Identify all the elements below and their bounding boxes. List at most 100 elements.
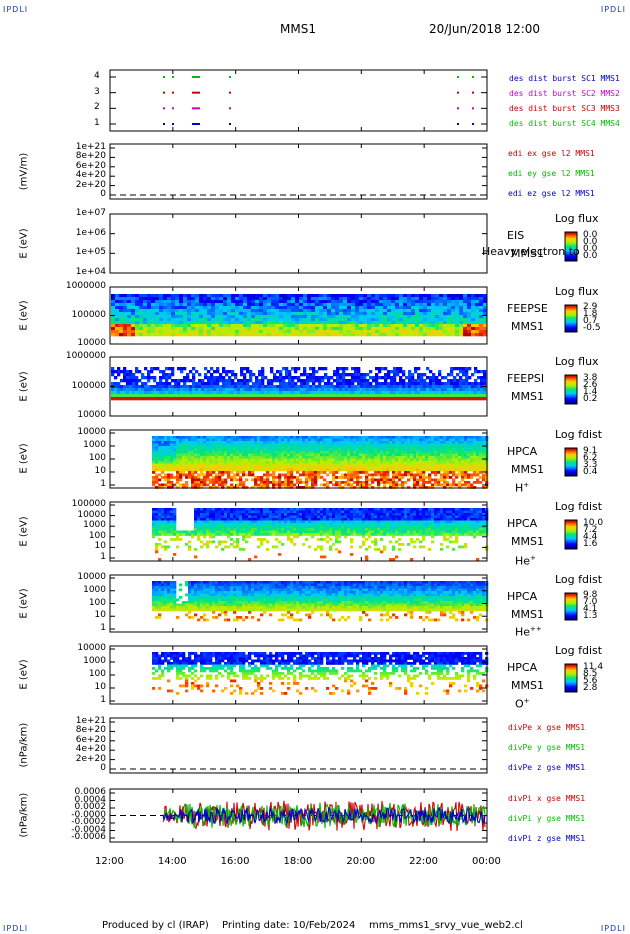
burst-interval xyxy=(172,107,174,110)
hpca-h-cell xyxy=(173,483,177,487)
feepsi-cell xyxy=(168,367,172,371)
hpca-h-cell xyxy=(257,486,261,489)
hpca-h-cell xyxy=(464,436,468,439)
hpca-h-cell xyxy=(290,453,294,457)
hpca-h-cell xyxy=(287,476,291,479)
feepse-cell xyxy=(295,324,300,328)
feepse-cell xyxy=(259,327,264,331)
hpca-h-cell xyxy=(449,463,453,467)
feepsi-cell xyxy=(369,394,373,398)
hpca-he-cell xyxy=(404,508,408,511)
hpca-h-cell xyxy=(347,451,351,454)
hpca-h-cell xyxy=(152,443,156,447)
hpca-h-cell xyxy=(323,461,327,464)
hpca-h-cell xyxy=(356,463,360,467)
hpca-he-cell xyxy=(404,510,408,514)
feepsi-cell xyxy=(423,385,427,389)
hpca-h-cell xyxy=(236,473,240,477)
hpca-h-cell xyxy=(326,446,330,449)
feepse-cell xyxy=(259,315,264,319)
feepsi-cell xyxy=(276,394,280,398)
hpca-h-cell xyxy=(245,446,249,449)
hpca-h-cell xyxy=(272,486,276,489)
feepse-cell xyxy=(383,300,388,304)
hpca-h-cell xyxy=(437,466,441,469)
hpca-h-cell xyxy=(239,463,243,467)
feepsi-cell xyxy=(339,379,343,383)
hpca-h-cell xyxy=(443,448,447,452)
feepsi-cell xyxy=(189,379,193,383)
hpca-h-cell xyxy=(428,448,432,452)
feepse-cell xyxy=(391,327,396,331)
hpca-h-cell xyxy=(296,461,300,464)
hpca-h-cell xyxy=(191,436,195,439)
hpca-h-cell xyxy=(407,438,411,442)
feepsi-cell xyxy=(153,394,157,398)
feepse-cell xyxy=(435,300,440,304)
hpca-h-cell xyxy=(302,473,306,477)
hpca-h-cell xyxy=(275,446,279,449)
hpca-h-cell xyxy=(284,486,288,489)
hpca-h-cell xyxy=(191,473,195,477)
feepsi-cell xyxy=(450,397,454,401)
feepse-cell xyxy=(471,333,476,337)
hpca-h-cell xyxy=(419,441,423,444)
feepsi-cell xyxy=(333,397,337,401)
hpca-h-cell xyxy=(440,451,444,454)
hpca-he-cell xyxy=(155,508,159,511)
hpca-h-cell xyxy=(410,438,414,442)
feepse-cell xyxy=(255,297,260,301)
hpca-h-cell xyxy=(392,443,396,447)
feepse-cell xyxy=(223,315,228,319)
feepsi-cell xyxy=(153,379,157,383)
feepse-cell xyxy=(359,297,364,301)
hpca-h-cell xyxy=(251,463,255,467)
hpca-h-cell xyxy=(419,453,423,457)
hpca-h-cell xyxy=(170,461,174,464)
hpca-h-cell xyxy=(335,448,339,452)
feepse-cell xyxy=(215,297,220,301)
hpca-h-cell xyxy=(209,463,213,467)
hpca-h-cell xyxy=(266,463,270,467)
feepsi-cell xyxy=(378,385,382,389)
feepsi-cell xyxy=(261,385,265,389)
feepsi-cell xyxy=(342,376,346,380)
hpca-h-cell xyxy=(467,463,471,467)
hpca-h-cell xyxy=(155,453,159,457)
feepsi-cell xyxy=(402,388,406,392)
hpca-h-cell xyxy=(272,468,276,472)
hpca-h-cell xyxy=(425,436,429,439)
feepse-cell xyxy=(143,333,148,337)
feepse-cell xyxy=(367,300,372,304)
hpca-h-cell xyxy=(422,478,426,482)
hpca-h-cell xyxy=(353,448,357,452)
feepsi-cell xyxy=(147,385,151,389)
hpca-he-cell xyxy=(221,510,225,514)
feepse-cell xyxy=(303,330,308,334)
eis-cbar-cell xyxy=(565,239,577,242)
hpca-h-cell xyxy=(428,461,432,464)
feepse-cell xyxy=(235,318,240,322)
feepse-cell xyxy=(315,315,320,319)
hpca-h-cell xyxy=(482,441,486,444)
feepse-cell xyxy=(427,327,432,331)
hpca-h-cell xyxy=(182,443,186,447)
hpca-h-cell xyxy=(269,453,273,457)
feepse-cell xyxy=(263,306,268,310)
feepse-cell xyxy=(123,321,128,325)
hpca-h-cell xyxy=(482,446,486,449)
hpca-h-cell xyxy=(233,451,237,454)
feepsi-cell xyxy=(303,385,307,389)
hpca-h-cell xyxy=(161,483,165,487)
hpca-h-cell xyxy=(464,468,468,472)
feepsi-cell xyxy=(324,376,328,380)
feepse-cell xyxy=(155,300,160,304)
feepse-cell xyxy=(251,321,256,325)
feepse-cell xyxy=(155,330,160,334)
hpca-he-cell xyxy=(299,508,303,511)
hpca-h-cbar-cell xyxy=(565,462,577,464)
hpca-h-cell xyxy=(314,471,318,474)
hpca-h-cell xyxy=(452,438,456,442)
hpca-h-cell xyxy=(230,453,234,457)
hpca-h-cell xyxy=(305,463,309,467)
